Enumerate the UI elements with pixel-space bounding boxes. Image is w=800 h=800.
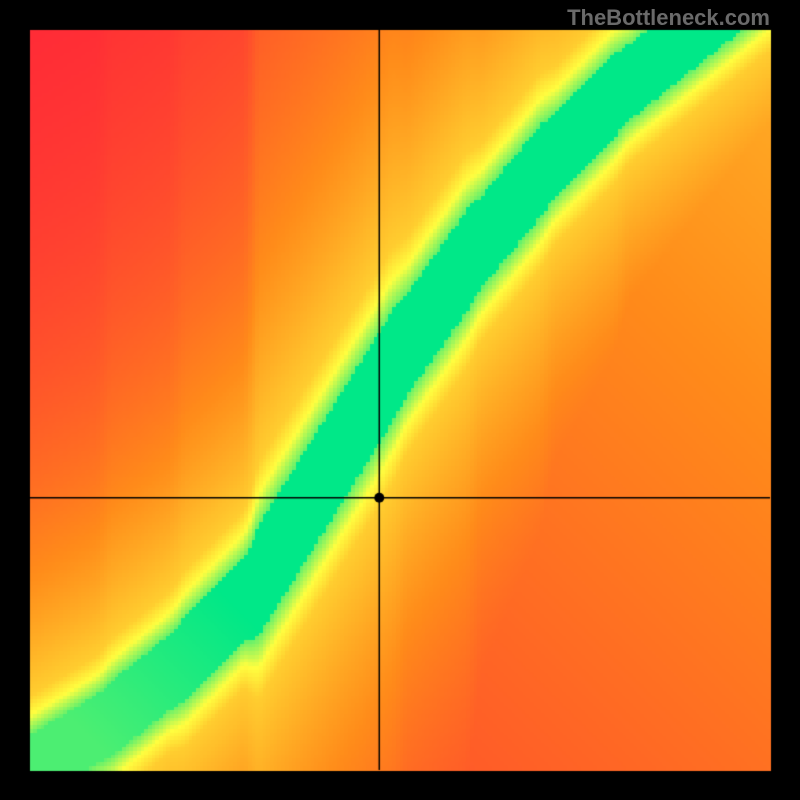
watermark-label: TheBottleneck.com [567, 5, 770, 31]
chart-container: TheBottleneck.com [0, 0, 800, 800]
heatmap-canvas [0, 0, 800, 800]
